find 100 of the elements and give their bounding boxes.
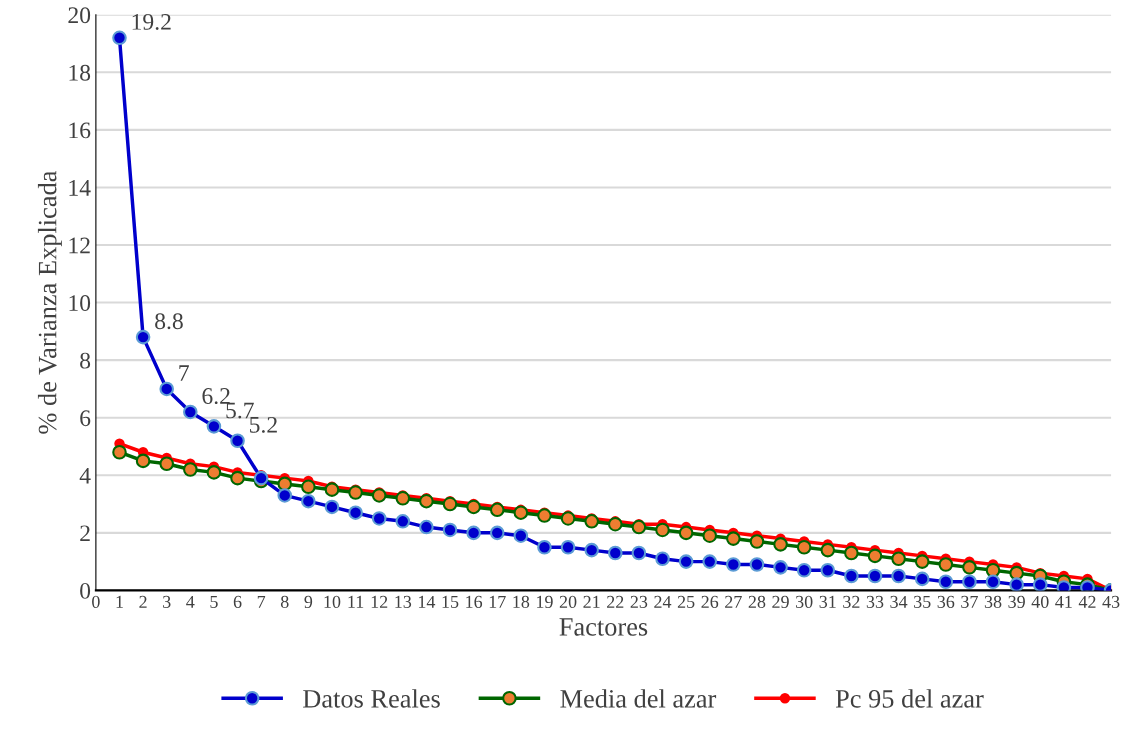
y-tick-label: 20 — [68, 7, 91, 24]
point — [159, 381, 174, 397]
point — [442, 496, 458, 512]
x-tick-label: 17 — [489, 595, 506, 608]
point — [749, 534, 765, 549]
point — [796, 539, 812, 555]
point — [773, 560, 788, 575]
x-tick-label: 31 — [819, 595, 836, 608]
point — [631, 545, 647, 561]
point — [371, 511, 387, 526]
y-tick-label: 14 — [69, 180, 91, 196]
point — [560, 539, 576, 555]
y-tick-label: 16 — [69, 122, 91, 139]
point — [301, 493, 316, 509]
point — [678, 554, 694, 569]
y-tick-label: 2 — [80, 525, 90, 542]
y-tick-label: 6 — [80, 410, 91, 427]
x-tick-label: 25 — [677, 595, 695, 608]
point — [537, 508, 552, 523]
point — [206, 419, 222, 434]
point — [183, 404, 198, 420]
point — [489, 525, 505, 541]
x-tick-label: 6 — [233, 595, 242, 608]
point — [938, 557, 954, 572]
point — [230, 433, 245, 449]
point — [560, 511, 576, 526]
x-tick-label: 34 — [890, 595, 908, 608]
x-tick-label: 9 — [304, 595, 313, 608]
point — [466, 499, 481, 515]
x-tick-label: 18 — [513, 595, 530, 608]
x-tick-label: 32 — [843, 595, 860, 608]
y-tick-label: 12 — [69, 237, 90, 254]
x-tick-label: 8 — [280, 595, 289, 608]
point — [1009, 577, 1024, 591]
x-tick-label: 23 — [630, 595, 648, 608]
x-tick-label: 35 — [914, 595, 931, 608]
point — [584, 542, 599, 558]
x-tick-label: 24 — [654, 595, 672, 608]
point — [230, 470, 245, 486]
point — [702, 554, 718, 569]
y-tick-label: 10 — [69, 295, 91, 311]
x-tick-label: 40 — [1031, 595, 1049, 608]
x-tick-label: 11 — [348, 595, 364, 608]
point — [183, 462, 198, 477]
x-tick-label: 42 — [1078, 595, 1096, 608]
point — [678, 525, 694, 541]
point — [112, 444, 127, 460]
point — [513, 528, 529, 543]
x-tick-label: 15 — [442, 595, 459, 608]
data-label: 5.2 — [250, 416, 277, 433]
point — [655, 551, 670, 567]
data-label: 6.2 — [202, 388, 230, 405]
legend-label: Media del azar — [560, 689, 717, 708]
x-tick-label: 1 — [116, 595, 123, 608]
x-tick-label: 28 — [748, 595, 766, 608]
point — [513, 505, 529, 520]
point — [914, 554, 930, 569]
point — [914, 571, 930, 587]
point — [159, 456, 174, 472]
data-label: 7 — [179, 365, 189, 381]
point — [466, 525, 481, 541]
x-tick-label: 5 — [210, 595, 218, 608]
y-axis-title: % de Varianza Explicada — [37, 170, 62, 434]
y-tick-label: 4 — [79, 467, 91, 484]
x-axis-title: Factores — [559, 618, 648, 636]
point — [584, 514, 599, 529]
point — [867, 568, 883, 584]
x-tick-label: 33 — [866, 595, 884, 608]
point — [112, 30, 127, 46]
point — [985, 574, 1001, 590]
point — [1009, 565, 1024, 581]
x-tick-label: 16 — [466, 595, 483, 608]
point — [1032, 577, 1048, 591]
x-tick-label: 27 — [725, 595, 742, 608]
point — [891, 568, 906, 584]
point — [395, 514, 411, 529]
x-tick-label: 3 — [163, 595, 171, 608]
point — [419, 519, 434, 535]
x-tick-label: 4 — [186, 595, 195, 608]
point — [489, 502, 505, 518]
x-tick-label: 19 — [537, 595, 553, 608]
point — [607, 516, 623, 532]
x-tick-label: 37 — [961, 595, 978, 608]
point — [631, 519, 647, 535]
x-tick-label: 30 — [795, 595, 813, 608]
point — [277, 488, 293, 503]
x-tick-label: 13 — [395, 595, 412, 608]
legend-label: Pc 95 del azar — [835, 689, 984, 708]
point — [844, 568, 859, 584]
point — [820, 562, 836, 578]
point — [749, 557, 765, 572]
x-tick-label: 21 — [583, 595, 600, 608]
point — [796, 562, 812, 578]
x-tick-label: 38 — [984, 595, 1002, 608]
x-tick-label: 36 — [937, 595, 955, 608]
point — [726, 557, 741, 572]
point — [607, 545, 623, 561]
point — [938, 574, 954, 590]
x-tick-label: 39 — [1008, 595, 1025, 608]
point — [844, 545, 859, 561]
